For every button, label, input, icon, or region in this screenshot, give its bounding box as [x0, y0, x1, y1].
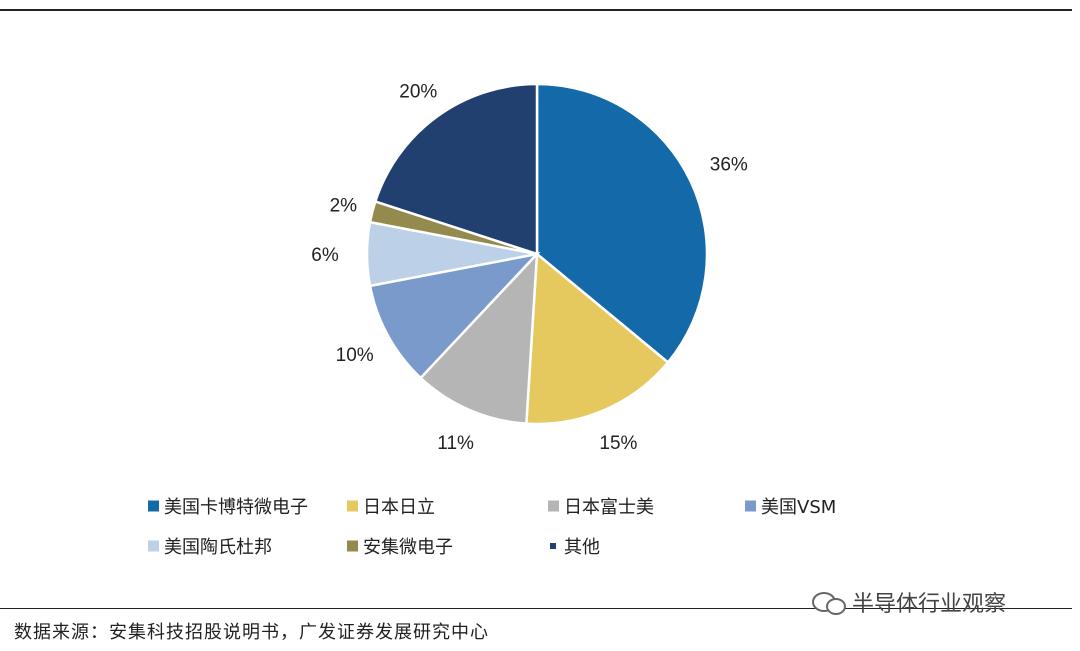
bottom-rule — [0, 608, 1072, 609]
slice-percent-label: 6% — [311, 245, 339, 266]
wechat-icon — [812, 590, 846, 615]
legend-swatch — [148, 500, 159, 512]
source-note: 数据来源：安集科技招股说明书，广发证券发展研究中心 — [14, 622, 489, 643]
slice-percent-label: 20% — [399, 82, 437, 103]
slice-percent-label: 10% — [336, 345, 374, 366]
slice-percent-label: 2% — [330, 195, 358, 216]
legend-swatch — [548, 500, 559, 512]
legend-label: 其他 — [564, 537, 600, 558]
legend-swatch — [745, 500, 756, 512]
top-rule — [0, 9, 1072, 11]
pie-chart: 36% 15% 11% 10% 6% 2% 20% 美国卡博特微电子 日本日立 日本富士美 美国V… — [148, 82, 836, 558]
pie-slice — [373, 82, 539, 256]
legend-swatch — [550, 543, 556, 549]
legend-swatch — [347, 500, 358, 512]
watermark: 半导体行业观察 — [812, 586, 1006, 618]
legend-swatch — [148, 540, 159, 552]
legend-label: 安集微电子 — [363, 537, 453, 558]
legend-label: 美国VSM — [761, 497, 836, 518]
slice-percent-label: 36% — [710, 155, 748, 176]
pie-slice — [535, 82, 709, 365]
legend-label: 美国陶氏杜邦 — [164, 537, 272, 558]
legend-swatch — [347, 540, 358, 552]
legend-label: 美国卡博特微电子 — [164, 497, 308, 518]
pie-slice — [368, 252, 541, 380]
legend-label: 日本富士美 — [564, 497, 654, 518]
pie-slice — [418, 250, 539, 425]
pie-slice — [525, 251, 670, 426]
slice-percent-label: 15% — [599, 433, 637, 454]
watermark-text: 半导体行业观察 — [852, 592, 1007, 617]
slice-percent-label: 11% — [437, 433, 474, 454]
legend-label: 日本日立 — [363, 497, 435, 518]
